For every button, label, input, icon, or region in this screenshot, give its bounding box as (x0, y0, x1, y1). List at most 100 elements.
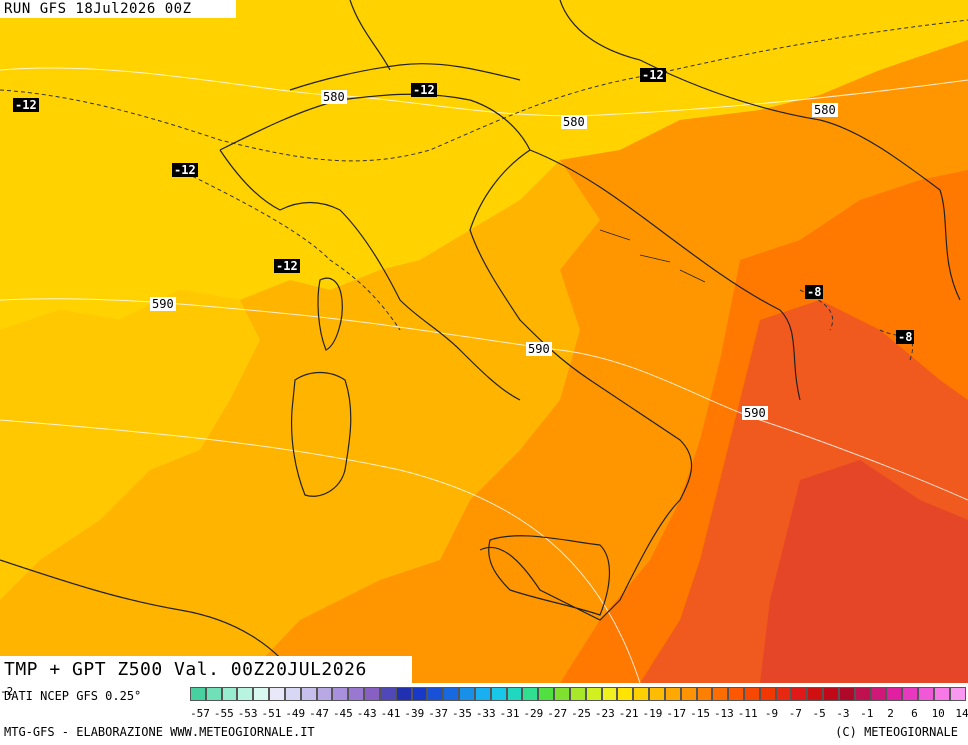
scale-swatch (459, 687, 475, 701)
dalmatian-islands (599, 229, 706, 283)
scale-swatch (443, 687, 460, 701)
corsica-outline (317, 277, 343, 351)
scale-tick-label: 2 (887, 707, 894, 720)
scale-swatch (823, 687, 839, 701)
scale-tick-label: -53 (237, 707, 258, 720)
temperature-label-g: -8 (896, 330, 915, 344)
scale-tick-label: -1 (860, 707, 874, 720)
scale-tick-label: -27 (547, 707, 568, 720)
scale-tick-label: -19 (642, 707, 663, 720)
legend-footer: -2 DATI NCEP GFS 0.25° -57 -55 -53 -51 -49 -4… (0, 683, 968, 745)
isohypse-label-590-a: 590 (150, 297, 176, 311)
scale-swatch (902, 687, 919, 701)
scale-tick-label: -31 (499, 707, 520, 720)
isohypse-label-590-b: 590 (526, 342, 552, 356)
scale-swatch (569, 687, 586, 701)
scale-swatch (395, 687, 412, 701)
scale-swatch (474, 687, 491, 701)
scale-tick-label: -11 (737, 707, 758, 720)
isohypse-label-580-a: 580 (321, 90, 347, 104)
scale-tick-label: 10 (931, 707, 945, 720)
isohypse-label-580-c: 580 (812, 103, 838, 117)
scale-tick-label: -41 (380, 707, 401, 720)
scale-swatch (617, 687, 634, 701)
scale-tick-label: -37 (428, 707, 449, 720)
scale-swatch (205, 687, 222, 701)
scale-swatch (379, 687, 396, 701)
credit-right: (C) METEOGIORNALE (835, 725, 958, 739)
forecast-map (0, 0, 968, 683)
scale-tick-label: -9 (764, 707, 779, 720)
scale-tick-label: -57 (190, 707, 210, 720)
scale-swatch (949, 687, 966, 701)
scale-swatch (791, 687, 808, 701)
scale-tick-label: -33 (475, 707, 496, 720)
data-source-label: DATI NCEP GFS 0.25° (4, 689, 142, 703)
scale-tick-label: -55 (213, 707, 234, 720)
scale-swatch (300, 687, 317, 701)
scale-tick-label: -39 (404, 707, 425, 720)
scale-tick-label: -13 (713, 707, 734, 720)
scale-swatch (506, 687, 523, 701)
scale-tick-label: -7 (788, 707, 802, 720)
scale-swatch (807, 687, 824, 701)
scale-swatch (253, 687, 270, 701)
scale-swatch (332, 687, 349, 701)
scale-swatch (348, 687, 365, 701)
scale-swatch (838, 687, 855, 701)
scale-swatch (490, 687, 507, 701)
scale-swatch (918, 687, 934, 701)
color-scale-labels: -57 -55 -53 -51 -49 -47 -45 -43 -41 -39 -37 -35 -33-… (190, 707, 968, 721)
product-title: TMP + GPT Z500 Val. 00Z20JUL2026 (0, 656, 412, 683)
scale-swatch (269, 687, 285, 701)
scale-tick-label: -47 (309, 707, 329, 720)
scale-swatch (316, 687, 333, 701)
scale-swatch (649, 687, 665, 701)
scale-swatch (712, 687, 729, 701)
scale-tick-label: -5 (812, 707, 826, 720)
edge-marker: -2 (0, 685, 14, 698)
temperature-label-c: -12 (640, 68, 666, 82)
scale-swatch (759, 687, 776, 701)
scale-tick-label: -43 (356, 707, 377, 720)
scale-swatch (933, 687, 950, 701)
scale-tick-label: -23 (594, 707, 615, 720)
scale-swatch (585, 687, 602, 701)
scale-tick-label: -49 (285, 707, 306, 720)
scale-tick-label: -29 (523, 707, 544, 720)
scale-swatch (870, 687, 887, 701)
scale-swatch (522, 687, 539, 701)
isohypse-label-580-b: 580 (561, 115, 587, 129)
scale-tick-label: 6 (911, 707, 918, 720)
scale-swatch (854, 687, 871, 701)
scale-swatch (886, 687, 903, 701)
scale-tick-label: -25 (571, 707, 591, 720)
sardinia-outline (291, 371, 352, 497)
scale-swatch (190, 687, 206, 701)
scale-swatch (538, 687, 555, 701)
credit-left: MTG-GFS - ELABORAZIONE WWW.METEOGIORNALE… (4, 725, 315, 739)
scale-swatch (554, 687, 570, 701)
cold-zone-north (0, 0, 968, 330)
scale-tick-label: -45 (332, 707, 353, 720)
scale-tick-label: -15 (690, 707, 710, 720)
hottest-core (760, 460, 968, 683)
temperature-label-b: -12 (411, 83, 437, 97)
scale-swatch (680, 687, 697, 701)
scale-tick-label: -21 (618, 707, 639, 720)
scale-swatch (633, 687, 650, 701)
scale-swatch (237, 687, 254, 701)
scale-swatch (664, 687, 681, 701)
scale-swatch (601, 687, 618, 701)
scale-swatch (364, 687, 380, 701)
color-scale-bar (190, 687, 966, 701)
scale-swatch (284, 687, 301, 701)
temperature-label-d: -12 (172, 163, 198, 177)
run-title: RUN GFS 18Jul2026 00Z (0, 0, 236, 18)
temperature-label-a: -12 (13, 98, 39, 112)
scale-swatch (427, 687, 444, 701)
scale-tick-label: -3 (836, 707, 850, 720)
scale-tick-label: -35 (452, 707, 472, 720)
temperature-label-f: -8 (805, 285, 824, 299)
